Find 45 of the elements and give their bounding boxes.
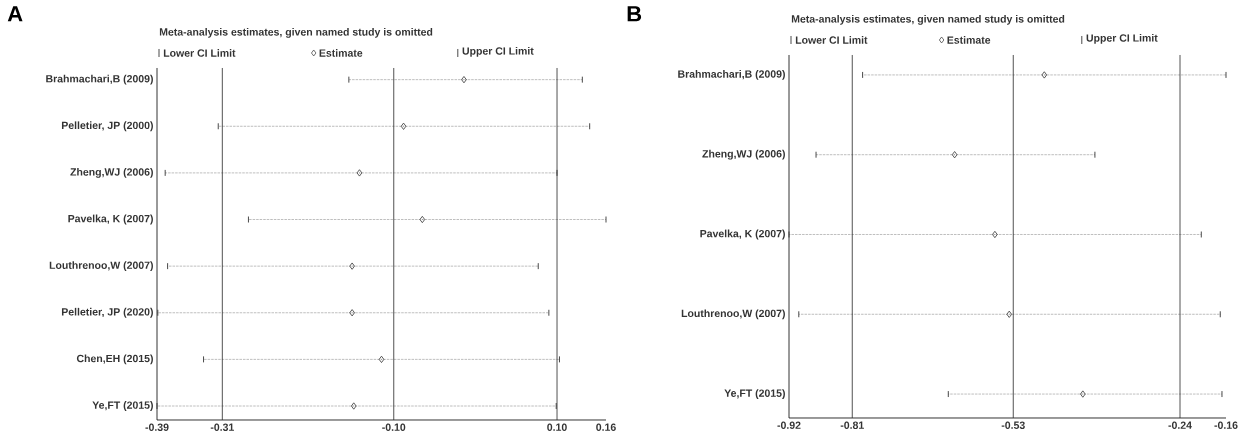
point bbox=[349, 262, 355, 270]
text: Lower CI Limit bbox=[163, 49, 236, 57]
legend-label: Estimate bbox=[319, 49, 363, 57]
y-tick-label: Ye,FT (2015) bbox=[724, 389, 785, 399]
point bbox=[1080, 390, 1086, 398]
y-tick-label: Pavelka, K (2007) bbox=[68, 214, 153, 225]
x-tick-label: -0.24 bbox=[1168, 421, 1192, 429]
chart-subtitle: Meta-analysis estimates, given named study is omitted bbox=[791, 14, 1065, 25]
y-tick-label: Louthrenoo,W (2007) bbox=[49, 261, 153, 272]
point bbox=[1041, 71, 1048, 79]
x-tick-label: -0.31 bbox=[210, 423, 234, 431]
chart-title: B bbox=[627, 6, 642, 22]
y-tick-label: Zheng,WJ (2006) bbox=[70, 167, 153, 178]
y-tick-label: Zheng,WJ (2006) bbox=[702, 149, 785, 160]
x-tick-label: -0.92 bbox=[777, 421, 801, 429]
y-tick-label: Brahmachari,B (2009) bbox=[678, 70, 785, 80]
y-tick-label: Chen,EH (2015) bbox=[76, 354, 153, 365]
point bbox=[461, 76, 467, 84]
point bbox=[378, 355, 385, 363]
y-tick-label: Ye,FT (2015) bbox=[92, 401, 153, 411]
x-tick-label: -0.16 bbox=[1214, 421, 1238, 429]
y-tick-label: Pelletier, JP (2020) bbox=[61, 307, 153, 318]
point bbox=[951, 151, 958, 159]
point bbox=[349, 309, 355, 317]
point bbox=[1006, 310, 1013, 318]
text: Upper CI Limit bbox=[462, 47, 534, 57]
text: Upper CI Limit bbox=[1086, 34, 1158, 44]
point bbox=[350, 402, 357, 410]
legend-label: Estimate bbox=[947, 36, 991, 44]
y-tick-label: Louthrenoo,W (2007) bbox=[681, 309, 785, 320]
x-tick-label: -0.81 bbox=[840, 421, 864, 429]
point bbox=[419, 215, 426, 224]
x-tick-label: -0.53 bbox=[1001, 421, 1025, 429]
x-tick-label: -0.39 bbox=[145, 423, 169, 431]
x-tick-label: 0.10 bbox=[547, 423, 567, 431]
chart-title: A bbox=[7, 6, 23, 22]
y-tick-label: Brahmachari,B (2009) bbox=[46, 74, 153, 85]
x-tick-label: -0.10 bbox=[382, 423, 406, 431]
text: Lower CI Limit bbox=[795, 36, 868, 44]
chart-subtitle: Meta-analysis estimates, given named study is omitted bbox=[159, 27, 433, 38]
point bbox=[400, 122, 407, 130]
y-tick-label: Pelletier, JP (2000) bbox=[61, 121, 153, 132]
y-tick-label: Pavelka, K (2007) bbox=[700, 229, 785, 240]
point bbox=[356, 169, 363, 177]
x-tick-label: 0.16 bbox=[596, 423, 616, 431]
